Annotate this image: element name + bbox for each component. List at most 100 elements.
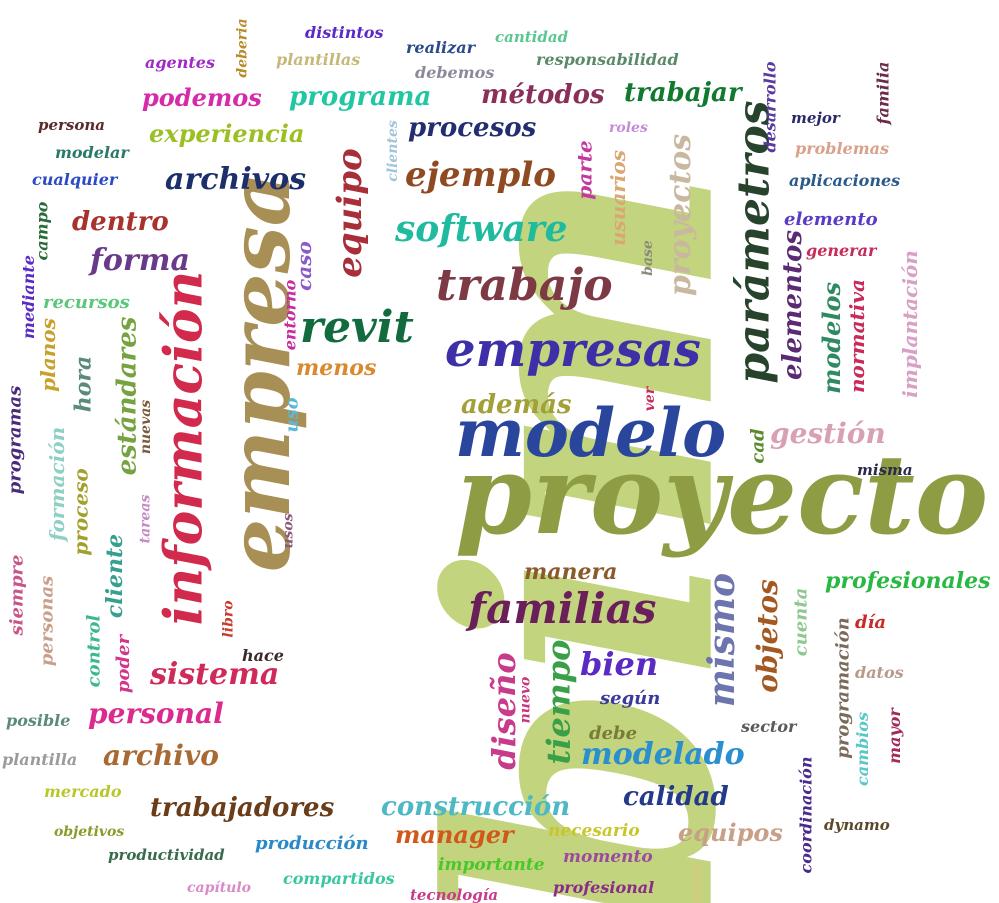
- word-programacion: programación: [832, 617, 854, 759]
- word-clientes: clientes: [384, 120, 401, 182]
- word-coordinacion: coordinación: [796, 756, 816, 874]
- word-usos: usos: [280, 513, 297, 549]
- word-objetivos: objetivos: [54, 824, 125, 840]
- word-familias: familias: [468, 584, 657, 633]
- word-equipo: equipo: [329, 148, 370, 278]
- word-agentes: agentes: [145, 53, 215, 72]
- word-poder: poder: [113, 634, 135, 694]
- word-plantilla: plantilla: [2, 750, 78, 769]
- word-diseno: diseño: [484, 652, 523, 770]
- word-usuarios: usuarios: [606, 149, 631, 247]
- word-plantillas: plantillas: [276, 50, 361, 69]
- word-compartidos: compartidos: [283, 869, 395, 888]
- word-formacion: formación: [45, 426, 70, 542]
- word-software: software: [395, 208, 568, 250]
- word-podemos: podemos: [142, 83, 262, 112]
- word-estandares: estándares: [112, 316, 143, 476]
- word-forma: forma: [90, 243, 190, 278]
- word-cad: cad: [747, 428, 769, 464]
- word-trabajar: trabajar: [624, 78, 742, 108]
- word-deberia: deberia: [234, 18, 251, 78]
- word-productividad: productividad: [108, 846, 225, 864]
- word-ademas: además: [461, 390, 572, 420]
- word-posible: posible: [6, 711, 71, 730]
- word-hace: hace: [242, 646, 284, 665]
- word-mejor: mejor: [791, 109, 840, 127]
- word-procesos: procesos: [408, 113, 537, 143]
- word-importante: importante: [438, 855, 545, 875]
- word-elementos: elementos: [777, 230, 808, 380]
- word-necesario: necesario: [548, 821, 640, 841]
- word-proceso: proceso: [68, 468, 93, 556]
- word-modelos: modelos: [817, 281, 847, 395]
- word-revit: revit: [300, 302, 414, 353]
- word-gestion: gestión: [770, 417, 886, 450]
- word-bien: bien: [580, 645, 659, 683]
- word-dynamo: dynamo: [824, 816, 890, 834]
- word-momento: momento: [563, 847, 653, 867]
- word-cuenta: cuenta: [790, 587, 812, 657]
- word-calidad: calidad: [623, 782, 729, 812]
- word-base: base: [639, 240, 656, 276]
- word-tecnologia: tecnología: [410, 886, 499, 903]
- word-datos: datos: [855, 663, 904, 682]
- word-uso: uso: [281, 397, 303, 433]
- word-ejemplo: ejemplo: [405, 155, 556, 195]
- word-tareas: tareas: [137, 494, 154, 544]
- word-cliente: cliente: [102, 533, 129, 619]
- word-empresas: empresas: [445, 322, 701, 378]
- word-planos: planos: [35, 318, 60, 392]
- word-debemos: debemos: [415, 63, 495, 82]
- word-distintos: distintos: [305, 23, 384, 42]
- word-implantacion: implantación: [897, 250, 922, 398]
- word-sector: sector: [741, 717, 797, 736]
- word-ver: ver: [642, 386, 659, 412]
- word-misma: misma: [857, 461, 913, 479]
- word-nuevas: nuevas: [138, 399, 155, 455]
- word-punto: punto: [688, 862, 705, 903]
- word-elemento: elemento: [784, 209, 878, 230]
- word-mediante: mediante: [18, 255, 38, 339]
- word-sistema: sistema: [150, 657, 280, 692]
- word-empresa: empresa: [210, 171, 310, 573]
- word-dia: día: [855, 612, 887, 633]
- word-recursos: recursos: [43, 292, 130, 313]
- word-familia: familia: [873, 61, 893, 125]
- word-archivos: archivos: [165, 162, 307, 197]
- word-archivo: archivo: [103, 739, 219, 772]
- word-modelar: modelar: [55, 143, 129, 162]
- word-objetos: objetos: [750, 579, 784, 693]
- word-manera: manera: [524, 559, 618, 585]
- word-cantidad: cantidad: [495, 28, 569, 46]
- word-proyectos: proyectos: [663, 133, 699, 297]
- word-personas: personas: [36, 575, 58, 667]
- word-debe: debe: [589, 723, 638, 744]
- word-generar: generar: [806, 241, 877, 260]
- word-siempre: siempre: [6, 554, 28, 636]
- word-manager: manager: [395, 820, 514, 849]
- word-menos: menos: [296, 355, 377, 381]
- word-desarrollo: desarrollo: [760, 61, 780, 153]
- word-experiencia: experiencia: [149, 119, 305, 148]
- word-hora: hora: [70, 355, 97, 413]
- word-responsabilidad: responsabilidad: [536, 50, 679, 69]
- word-metodos: métodos: [481, 80, 605, 110]
- word-aplicaciones: aplicaciones: [789, 171, 901, 190]
- word-cualquier: cualquier: [32, 170, 118, 189]
- word-modelado: modelado: [581, 737, 745, 772]
- word-roles: roles: [609, 120, 648, 136]
- word-construccion: construcción: [381, 792, 571, 822]
- word-equipos: equipos: [678, 818, 783, 847]
- word-control: control: [83, 614, 105, 688]
- word-libro: libro: [220, 600, 237, 638]
- word-cambios: cambios: [852, 712, 872, 786]
- word-trabajo: trabajo: [436, 260, 613, 311]
- word-entorno: entorno: [280, 279, 300, 351]
- word-capitulo: capítulo: [187, 880, 252, 896]
- word-programa: programa: [289, 82, 432, 112]
- word-problemas: problemas: [795, 139, 890, 158]
- word-produccion: producción: [255, 833, 369, 854]
- word-dentro: dentro: [72, 207, 169, 237]
- word-realizar: realizar: [406, 38, 476, 57]
